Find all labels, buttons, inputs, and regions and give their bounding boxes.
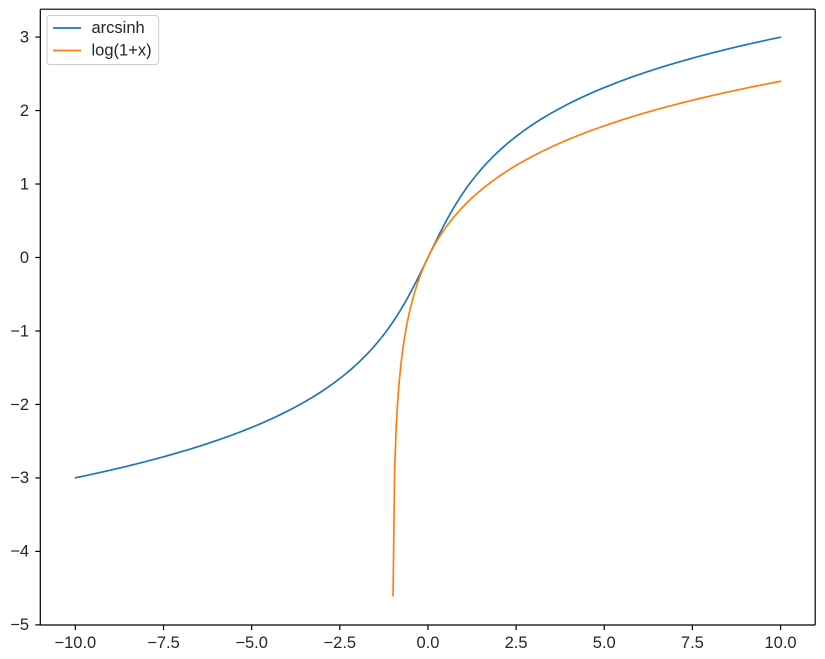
svg-text:2: 2 — [20, 102, 29, 120]
svg-text:−1: −1 — [10, 322, 29, 340]
svg-text:−2: −2 — [10, 396, 29, 414]
svg-text:−10.0: −10.0 — [54, 634, 96, 652]
svg-text:5.0: 5.0 — [593, 634, 616, 652]
svg-text:2.5: 2.5 — [505, 634, 528, 652]
svg-text:0: 0 — [20, 249, 29, 267]
svg-text:0.0: 0.0 — [416, 634, 439, 652]
svg-text:1: 1 — [20, 175, 29, 193]
svg-text:−4: −4 — [10, 543, 29, 561]
svg-text:7.5: 7.5 — [681, 634, 704, 652]
svg-text:−7.5: −7.5 — [147, 634, 180, 652]
svg-text:log(1+x): log(1+x) — [92, 42, 152, 60]
svg-text:−5.0: −5.0 — [235, 634, 268, 652]
svg-text:arcsinh: arcsinh — [92, 19, 145, 37]
svg-text:−5: −5 — [10, 616, 29, 634]
svg-text:−3: −3 — [10, 469, 29, 487]
svg-text:10.0: 10.0 — [764, 634, 796, 652]
svg-text:3: 3 — [20, 28, 29, 46]
svg-text:−2.5: −2.5 — [324, 634, 357, 652]
